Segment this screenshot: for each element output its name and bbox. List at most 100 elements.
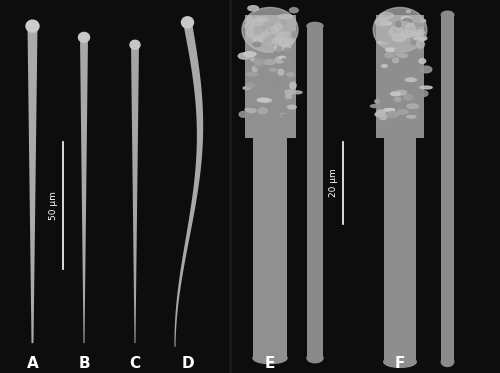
Ellipse shape — [414, 36, 427, 40]
Ellipse shape — [285, 90, 295, 94]
Ellipse shape — [375, 100, 380, 103]
Ellipse shape — [264, 60, 275, 65]
Ellipse shape — [442, 11, 454, 19]
Ellipse shape — [410, 36, 418, 40]
Ellipse shape — [392, 59, 398, 62]
Ellipse shape — [252, 43, 261, 47]
Ellipse shape — [248, 51, 260, 55]
Ellipse shape — [385, 53, 394, 58]
Ellipse shape — [404, 78, 416, 81]
Ellipse shape — [253, 352, 287, 364]
Ellipse shape — [257, 18, 263, 21]
Ellipse shape — [238, 53, 250, 59]
Ellipse shape — [391, 92, 400, 96]
Ellipse shape — [392, 35, 406, 41]
Ellipse shape — [248, 6, 258, 11]
Ellipse shape — [247, 109, 256, 113]
Text: C: C — [130, 356, 140, 371]
Polygon shape — [28, 26, 38, 343]
Ellipse shape — [242, 7, 298, 52]
Ellipse shape — [416, 47, 422, 51]
Ellipse shape — [414, 23, 424, 26]
Ellipse shape — [265, 27, 278, 34]
Ellipse shape — [280, 54, 291, 59]
Ellipse shape — [375, 112, 386, 117]
Ellipse shape — [408, 23, 414, 27]
Bar — [307, 26, 323, 358]
Ellipse shape — [252, 35, 264, 39]
Ellipse shape — [239, 112, 248, 117]
Ellipse shape — [389, 30, 394, 35]
Ellipse shape — [282, 59, 292, 61]
Ellipse shape — [400, 33, 413, 37]
Bar — [244, 15, 296, 138]
Text: D: D — [181, 356, 194, 371]
Ellipse shape — [278, 44, 290, 50]
Ellipse shape — [244, 52, 256, 57]
Ellipse shape — [246, 83, 254, 87]
Bar — [253, 131, 287, 358]
Ellipse shape — [284, 38, 290, 43]
Ellipse shape — [276, 32, 289, 36]
Ellipse shape — [253, 38, 262, 43]
Ellipse shape — [279, 56, 285, 59]
Text: 20 μm: 20 μm — [330, 168, 338, 197]
Ellipse shape — [406, 78, 415, 82]
Ellipse shape — [290, 8, 298, 13]
Ellipse shape — [406, 84, 414, 89]
Ellipse shape — [406, 116, 416, 118]
Ellipse shape — [288, 105, 296, 109]
Ellipse shape — [247, 28, 254, 37]
Ellipse shape — [272, 38, 281, 43]
Ellipse shape — [410, 33, 422, 35]
Ellipse shape — [380, 19, 388, 24]
Ellipse shape — [278, 14, 292, 19]
Ellipse shape — [274, 23, 282, 30]
Ellipse shape — [386, 112, 399, 117]
Ellipse shape — [416, 40, 424, 48]
Ellipse shape — [26, 20, 39, 32]
Ellipse shape — [396, 90, 406, 95]
Ellipse shape — [282, 57, 290, 60]
Ellipse shape — [275, 46, 280, 49]
Ellipse shape — [254, 59, 264, 65]
Ellipse shape — [254, 17, 268, 22]
Ellipse shape — [267, 43, 272, 46]
Ellipse shape — [243, 87, 251, 90]
Ellipse shape — [418, 91, 428, 97]
Ellipse shape — [287, 73, 294, 77]
Ellipse shape — [390, 30, 400, 34]
Ellipse shape — [272, 78, 277, 82]
Ellipse shape — [284, 48, 290, 53]
Ellipse shape — [286, 105, 291, 110]
Ellipse shape — [403, 18, 412, 24]
Ellipse shape — [382, 38, 390, 43]
Ellipse shape — [384, 356, 416, 367]
Ellipse shape — [258, 108, 268, 114]
Ellipse shape — [381, 22, 392, 25]
Ellipse shape — [402, 30, 416, 37]
Polygon shape — [131, 45, 139, 343]
Ellipse shape — [182, 17, 194, 28]
Ellipse shape — [244, 24, 254, 28]
Ellipse shape — [420, 66, 432, 73]
Ellipse shape — [396, 21, 401, 27]
Ellipse shape — [415, 38, 426, 41]
Ellipse shape — [307, 354, 323, 363]
Ellipse shape — [258, 98, 268, 102]
Ellipse shape — [282, 115, 290, 117]
Text: 50 μm: 50 μm — [50, 191, 58, 220]
Bar — [376, 15, 424, 138]
Ellipse shape — [392, 34, 406, 41]
Ellipse shape — [378, 110, 385, 114]
Ellipse shape — [261, 32, 268, 36]
Ellipse shape — [286, 94, 292, 98]
Ellipse shape — [250, 58, 255, 61]
Ellipse shape — [396, 52, 402, 56]
Ellipse shape — [280, 113, 287, 117]
Ellipse shape — [248, 20, 256, 23]
Ellipse shape — [278, 69, 283, 75]
Ellipse shape — [410, 40, 422, 45]
Ellipse shape — [384, 109, 394, 111]
Bar — [384, 131, 416, 362]
